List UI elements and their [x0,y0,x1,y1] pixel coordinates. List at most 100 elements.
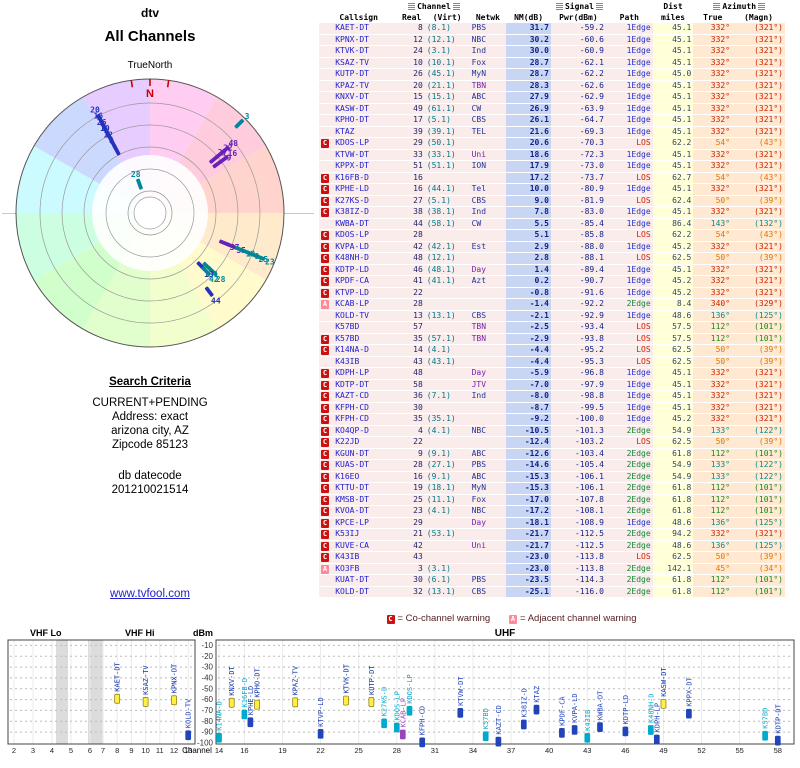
co-channel-flag-icon: C [321,369,329,378]
azimuth-magnetic-cell: (321°) [732,287,785,299]
callsign-cell[interactable]: KTVW-DT [333,149,399,161]
table-row: C KAZT-CD 36 (7.1) Ind -8.0 -98.8 1Edge 45.1 332°… [319,390,785,403]
callsign-cell[interactable]: KDTP-LD [333,264,399,276]
callsign-cell[interactable]: KDOS-LP [333,137,399,150]
network-cell: CBS [469,195,507,207]
callsign-cell[interactable]: KFPH-CD [333,402,399,414]
callsign-cell[interactable]: K22JD [333,436,399,449]
callsign-cell[interactable]: KO4QP-D [333,425,399,437]
callsign-cell[interactable]: K57BD [333,333,399,345]
noise-margin-cell: -23.0 [506,551,551,564]
callsign-cell[interactable]: KTVP-LD [333,287,399,299]
path-cell: 1Edge [605,149,653,161]
callsign-cell[interactable]: KDOS-LP [333,229,399,242]
callsign-cell[interactable]: KPAZ-TV [333,80,399,92]
network-cell [469,344,507,357]
criteria-line: arizona city, AZ [111,425,189,437]
distance-cell: 45.1 [652,264,694,276]
callsign-cell[interactable]: KNXV-DT [333,91,399,104]
callsign-cell[interactable]: KAET-DT [333,23,399,35]
north-tick [166,80,170,88]
x-axis-tick-label: 55 [736,746,744,755]
callsign-cell[interactable]: K43IB [333,551,399,564]
azimuth-true-cell: 133° [693,425,733,437]
co-channel-flag-icon: C [321,173,329,183]
callsign-cell[interactable]: KOLD-DT [333,586,399,598]
co-channel-flag-icon: C [321,461,329,470]
callsign-cell[interactable]: KUVE-CA [333,540,399,552]
callsign-cell[interactable]: KDTP-DT [333,379,399,391]
callsign-cell[interactable]: KAZT-CD [333,390,399,403]
callsign-cell[interactable]: KCAB-LP [333,298,399,311]
real-channel-cell: 25 [398,494,425,506]
signal-bar-label: KTVK-DT [343,663,351,693]
callsign-cell[interactable]: KPHE-LD [333,183,399,196]
power-cell: -63.9 [550,103,606,115]
callsign-cell[interactable]: K16FB-D [333,172,399,184]
azimuth-magnetic-cell: (321°) [732,91,785,104]
real-channel-cell: 29 [398,137,425,150]
callsign-cell[interactable]: KPCE-LP [333,517,399,529]
channel-axis-label: Channel [182,746,212,755]
callsign-cell[interactable]: KPPX-DT [333,160,399,173]
callsign-cell[interactable]: K48NH-D [333,252,399,265]
callsign-cell[interactable]: KWBA-DT [333,218,399,230]
network-cell: Uni [469,540,507,552]
callsign-cell[interactable]: KTAZ [333,126,399,138]
radar-plot: N812102616202916272248573519925234281342… [15,78,285,348]
y-axis-tick-label: -70 [201,706,213,715]
callsign-cell[interactable]: KUAT-DT [333,574,399,587]
callsign-cell[interactable]: KTTU-DT [333,482,399,495]
azimuth-true-cell: 332° [693,34,733,46]
callsign-cell[interactable]: KDPH-LP [333,367,399,380]
network-cell: Fox [469,57,507,69]
callsign-cell[interactable]: KGUN-DT [333,448,399,460]
x-axis-tick-label: 25 [355,746,363,755]
callsign-cell[interactable]: KOLD-TV [333,310,399,322]
distance-cell: 61.8 [652,448,694,460]
callsign-cell[interactable]: K14NA-D [333,344,399,357]
virtual-channel-cell: (5.1) [424,114,470,127]
signal-bar [254,699,260,710]
callsign-cell[interactable]: KSAZ-TV [333,57,399,69]
callsign-cell[interactable]: K38IZ-D [333,206,399,219]
callsign-cell[interactable]: KFPH-CD [333,413,399,426]
callsign-cell[interactable]: KPNX-DT [333,34,399,46]
callsign-cell[interactable]: KPHO-DT [333,114,399,127]
callsign-cell[interactable]: KUAS-DT [333,459,399,472]
noise-margin-cell: -5.9 [506,367,551,380]
flag-cell: C [319,183,334,196]
callsign-cell[interactable]: KUTP-DT [333,68,399,81]
tvfool-link[interactable]: www.tvfool.com [110,588,190,600]
callsign-cell[interactable]: KVPA-LD [333,241,399,253]
callsign-cell[interactable]: KTVK-DT [333,45,399,58]
radar-marker-label: 23 [265,257,275,266]
callsign-cell[interactable]: K27KS-D [333,195,399,207]
callsign-cell[interactable]: KMSB-DT [333,494,399,506]
path-cell: 1Edge [605,402,653,414]
path-cell: LOS [605,551,653,564]
callsign-cell[interactable]: K16EO [333,471,399,483]
callsign-cell[interactable]: K43IB [333,356,399,368]
x-axis-tick-label: 7 [101,746,105,755]
x-axis-tick-label: 9 [129,746,133,755]
callsign-cell[interactable]: KPDF-CA [333,275,399,288]
azimuth-magnetic-cell: (39°) [732,195,785,207]
azimuth-magnetic-cell: (321°) [732,241,785,253]
noise-margin-cell: -10.5 [506,425,551,437]
co-channel-flag-icon: C [321,415,329,424]
signal-bar [368,697,375,707]
callsign-cell[interactable]: KO3FB [333,563,399,575]
table-group-header-row: Channel Signal Dist Azimuth [319,1,785,12]
distance-cell: 45.1 [652,206,694,219]
noise-margin-cell: 28.7 [506,57,551,69]
noise-margin-cell: 2.9 [506,241,551,253]
real-channel-cell: 36 [398,390,425,403]
callsign-cell[interactable]: KASW-DT [333,103,399,115]
callsign-cell[interactable]: KVOA-DT [333,505,399,518]
real-channel-cell: 26 [398,68,425,81]
callsign-cell[interactable]: K53IJ [333,528,399,541]
distance-cell: 45.2 [652,413,694,426]
noise-margin-cell: -2.1 [506,310,551,322]
callsign-cell[interactable]: K57BD [333,321,399,334]
